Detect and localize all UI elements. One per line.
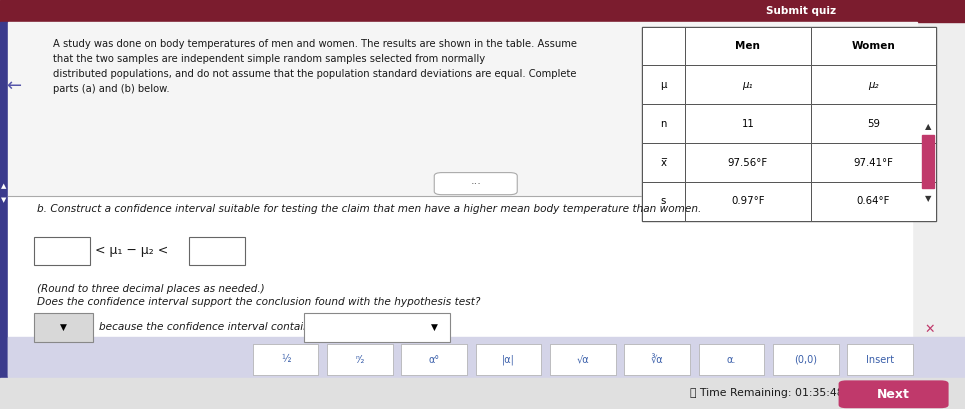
Bar — [0, 378, 965, 409]
FancyBboxPatch shape — [253, 344, 318, 375]
FancyBboxPatch shape — [624, 344, 690, 375]
Bar — [8, 196, 912, 376]
Text: 59: 59 — [867, 119, 880, 129]
Text: ⁿ⁄₂: ⁿ⁄₂ — [355, 355, 365, 364]
Bar — [0, 0, 965, 22]
FancyBboxPatch shape — [34, 313, 93, 342]
FancyBboxPatch shape — [699, 344, 764, 375]
FancyBboxPatch shape — [550, 344, 616, 375]
Text: Insert: Insert — [866, 355, 895, 364]
Text: ···: ··· — [470, 179, 482, 189]
Text: μ₁: μ₁ — [743, 80, 753, 90]
Bar — [642, 27, 685, 65]
Text: ✕: ✕ — [924, 323, 934, 336]
Text: Next: Next — [877, 388, 910, 401]
Text: 97.56°F: 97.56°F — [728, 157, 768, 168]
FancyBboxPatch shape — [847, 344, 913, 375]
Text: ←: ← — [6, 77, 21, 95]
Text: |α|: |α| — [502, 354, 515, 365]
Bar — [642, 104, 685, 143]
Text: ▲: ▲ — [1, 183, 7, 189]
Text: ▼: ▼ — [430, 323, 438, 332]
Text: Does the confidence interval support the conclusion found with the hypothesis te: Does the confidence interval support the… — [37, 297, 481, 306]
Text: 0.64°F: 0.64°F — [857, 196, 890, 207]
Text: n: n — [660, 119, 667, 129]
Bar — [642, 182, 685, 221]
Text: 11: 11 — [741, 119, 755, 129]
FancyBboxPatch shape — [327, 344, 393, 375]
FancyBboxPatch shape — [773, 344, 839, 375]
Text: 97.41°F: 97.41°F — [853, 157, 894, 168]
Text: α°: α° — [428, 355, 440, 364]
FancyBboxPatch shape — [839, 380, 949, 408]
FancyBboxPatch shape — [189, 237, 245, 265]
Text: ∛α: ∛α — [650, 355, 664, 364]
Bar — [811, 143, 936, 182]
Bar — [685, 143, 811, 182]
Bar — [8, 337, 965, 378]
Bar — [8, 22, 917, 196]
Text: Women: Women — [851, 41, 896, 51]
Text: μ₂: μ₂ — [868, 80, 878, 90]
Text: < μ₁ − μ₂ <: < μ₁ − μ₂ < — [91, 245, 172, 257]
Text: ▲: ▲ — [925, 122, 931, 131]
Text: Submit quiz: Submit quiz — [766, 6, 836, 16]
FancyBboxPatch shape — [304, 313, 450, 342]
FancyBboxPatch shape — [434, 173, 517, 195]
Bar — [685, 27, 811, 65]
Bar — [811, 182, 936, 221]
Text: (Round to three decimal places as needed.): (Round to three decimal places as needed… — [37, 284, 264, 294]
Text: A study was done on body temperatures of men and women. The results are shown in: A study was done on body temperatures of… — [53, 39, 577, 94]
FancyBboxPatch shape — [476, 344, 541, 375]
Text: ▼: ▼ — [1, 198, 7, 203]
Text: α.: α. — [727, 355, 736, 364]
Text: √α: √α — [576, 355, 590, 364]
Bar — [811, 27, 936, 65]
Bar — [685, 65, 811, 104]
Bar — [922, 135, 934, 188]
Text: ⏱ Time Remaining: 01:35:48: ⏱ Time Remaining: 01:35:48 — [690, 389, 843, 398]
Bar — [811, 104, 936, 143]
Text: Men: Men — [735, 41, 760, 51]
Bar — [685, 104, 811, 143]
Text: x̅: x̅ — [660, 157, 667, 168]
FancyBboxPatch shape — [401, 344, 467, 375]
Text: b. Construct a confidence interval suitable for testing the claim that men have : b. Construct a confidence interval suita… — [37, 204, 701, 214]
Bar — [0, 22, 8, 409]
Bar — [811, 65, 936, 104]
Bar — [642, 27, 936, 221]
Text: because the confidence interval contains: because the confidence interval contains — [99, 322, 316, 333]
Bar — [685, 182, 811, 221]
Text: (0,0): (0,0) — [794, 355, 817, 364]
Text: s: s — [661, 196, 666, 207]
Text: 0.97°F: 0.97°F — [731, 196, 764, 207]
Text: ½: ½ — [281, 355, 290, 364]
Text: ▼: ▼ — [925, 194, 931, 203]
Bar — [642, 143, 685, 182]
Text: ▼: ▼ — [60, 323, 67, 332]
Bar — [642, 65, 685, 104]
FancyBboxPatch shape — [34, 237, 90, 265]
Text: μ: μ — [660, 80, 667, 90]
